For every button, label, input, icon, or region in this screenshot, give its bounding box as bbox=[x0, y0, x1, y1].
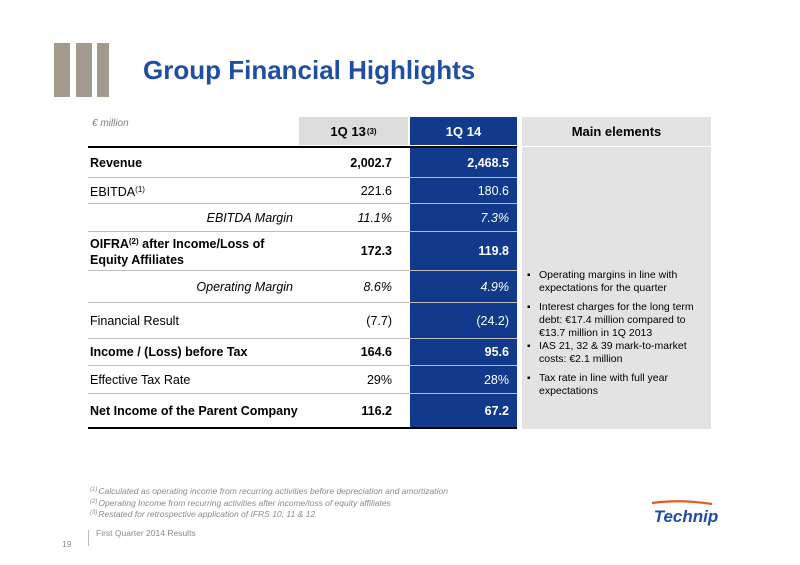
value-1q14: 7.3% bbox=[480, 210, 510, 225]
technip-logo: Technip bbox=[651, 500, 719, 526]
main-element-bullet: Interest charges for the long term debt:… bbox=[527, 301, 709, 340]
main-elements-list: Operating margins in line with expectati… bbox=[527, 269, 709, 404]
row-label: EBITDA Margin bbox=[206, 210, 293, 225]
footer-text: First Quarter 2014 Results bbox=[96, 528, 196, 538]
row-label: Income / (Loss) before Tax bbox=[90, 345, 248, 359]
footnote: (2)Operating Income from recurring activ… bbox=[90, 497, 391, 508]
page-number: 19 bbox=[62, 539, 72, 549]
table-row-net-income: Net Income of the Parent Company 116.2 6… bbox=[88, 394, 517, 427]
table-row-financial-result: Financial Result (7.7) (24.2) bbox=[88, 303, 517, 338]
table-row-income-before-tax: Income / (Loss) before Tax 164.6 95.6 bbox=[88, 339, 517, 365]
value-1q14: 28% bbox=[483, 372, 509, 387]
table-row-ebitda-margin: EBITDA Margin 11.1% 7.3% bbox=[88, 204, 517, 231]
value-1q13: 8.6% bbox=[363, 279, 393, 294]
row-label: OIFRA(2) after Income/Loss of Equity Aff… bbox=[90, 237, 265, 267]
page-title: Group Financial Highlights bbox=[143, 55, 476, 85]
main-element-bullet: IAS 21, 32 & 39 mark-to-market costs: €2… bbox=[527, 340, 709, 366]
value-1q13: 11.1% bbox=[357, 210, 392, 225]
column-header-1q13-label: 1Q 13 bbox=[330, 123, 366, 139]
footnote: (1)Calculated as operating income from r… bbox=[90, 486, 448, 496]
table-row-effective-tax-rate: Effective Tax Rate 29% 28% bbox=[88, 366, 517, 393]
value-1q13: 2,002.7 bbox=[350, 156, 392, 170]
footnotes: (1)Calculated as operating income from r… bbox=[90, 485, 448, 520]
row-label: Financial Result bbox=[90, 313, 179, 328]
value-1q14: 119.8 bbox=[478, 244, 509, 258]
column-header-1q14: 1Q 14 bbox=[410, 117, 517, 145]
table-row-revenue: Revenue 2,002.7 2,468.5 bbox=[88, 149, 517, 177]
technip-logo-text: Technip bbox=[654, 507, 719, 526]
value-1q13: 221.6 bbox=[360, 183, 392, 198]
value-1q14: 4.9% bbox=[480, 279, 510, 294]
value-1q13: 116.2 bbox=[361, 403, 392, 418]
row-label: EBITDA(1) bbox=[90, 184, 145, 199]
table-row-ebitda: EBITDA(1) 221.6 180.6 bbox=[88, 178, 517, 203]
value-1q14: 180.6 bbox=[477, 183, 509, 198]
table-row-oifra: OIFRA(2) after Income/Loss of Equity Aff… bbox=[88, 232, 517, 270]
row-label: Operating Margin bbox=[196, 279, 293, 294]
value-1q14: (24.2) bbox=[476, 313, 509, 328]
value-1q14: 67.2 bbox=[484, 403, 509, 418]
table-row-operating-margin: Operating Margin 8.6% 4.9% bbox=[88, 271, 517, 302]
table-bottom-rule bbox=[88, 427, 517, 429]
footnote: (3)Restated for retrospective applicatio… bbox=[90, 509, 316, 519]
decorative-bars-logo bbox=[54, 43, 114, 97]
unit-label: € million bbox=[92, 118, 129, 129]
column-header-1q13-note: (3) bbox=[366, 126, 377, 136]
table-top-rule bbox=[88, 146, 517, 148]
column-header-1q13: 1Q 13 (3) bbox=[299, 117, 408, 145]
value-1q13: 164.6 bbox=[360, 345, 392, 359]
row-label: Effective Tax Rate bbox=[90, 372, 191, 387]
value-1q14: 95.6 bbox=[484, 345, 509, 359]
value-1q14: 2,468.5 bbox=[467, 156, 509, 170]
current-period-column-bg bbox=[410, 148, 517, 428]
value-1q13: 29% bbox=[366, 372, 392, 387]
main-element-bullet: Operating margins in line with expectati… bbox=[527, 269, 709, 295]
row-label: Revenue bbox=[90, 156, 143, 170]
main-element-bullet: Tax rate in line with full year expectat… bbox=[527, 372, 709, 398]
value-1q13: 172.3 bbox=[360, 244, 392, 258]
row-label: Net Income of the Parent Company bbox=[90, 403, 298, 418]
main-elements-header: Main elements bbox=[571, 123, 662, 139]
value-1q13: (7.7) bbox=[366, 313, 392, 328]
main-elements-panel: Main elements Operating margins in line … bbox=[522, 117, 711, 429]
